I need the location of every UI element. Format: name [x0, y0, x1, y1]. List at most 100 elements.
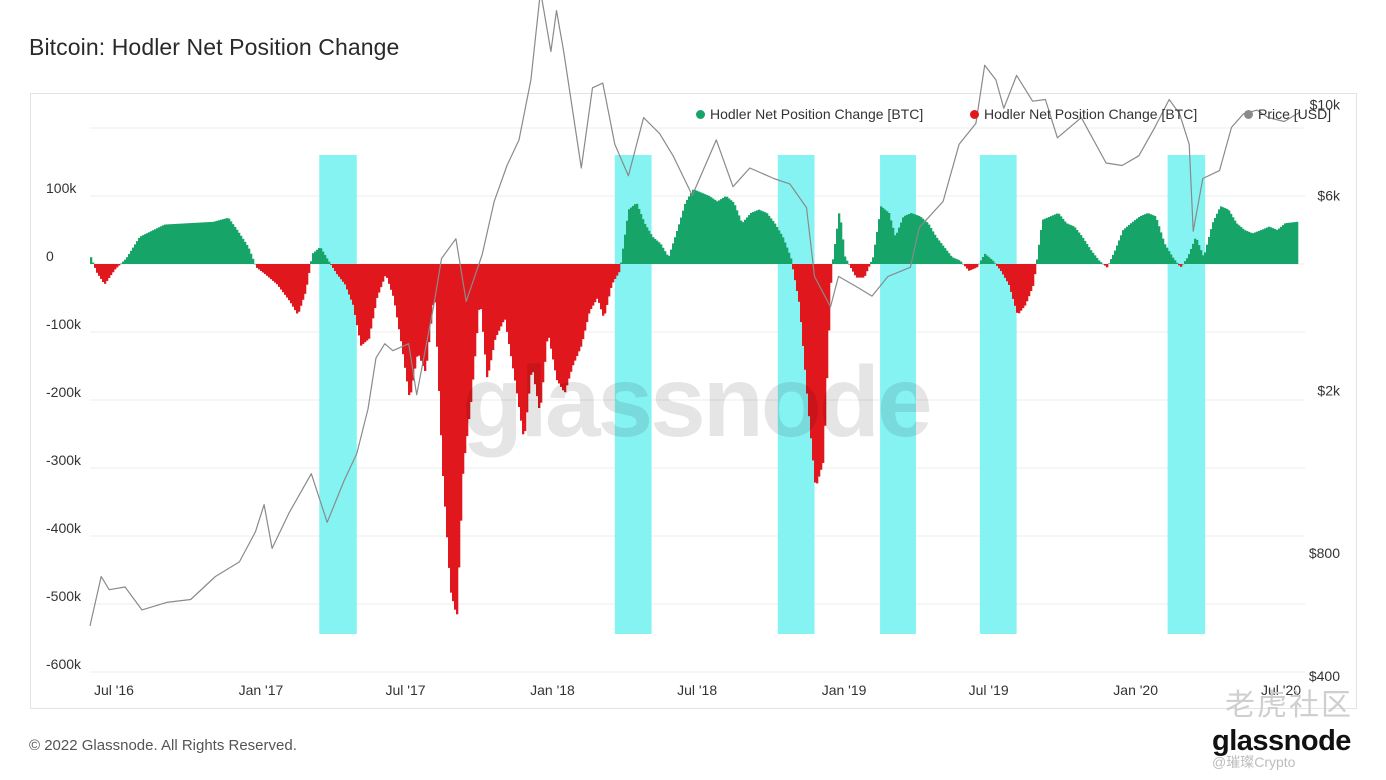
positive-bar	[984, 253, 987, 264]
positive-bar	[1078, 232, 1081, 264]
negative-bar	[264, 264, 267, 275]
positive-bar	[1082, 237, 1085, 264]
positive-bar	[632, 205, 635, 264]
positive-bar	[176, 223, 179, 264]
negative-bar	[116, 264, 119, 268]
negative-bar	[390, 264, 393, 290]
negative-bar	[430, 264, 433, 324]
positive-bar	[1142, 215, 1145, 264]
positive-bar	[174, 223, 177, 264]
negative-bar	[422, 264, 425, 366]
positive-bar	[154, 229, 157, 264]
negative-bar	[1004, 264, 1007, 278]
positive-bar	[170, 224, 173, 264]
positive-bar	[198, 222, 201, 264]
legend-item-price[interactable]: Price [USD]	[1244, 106, 1331, 122]
positive-bar	[738, 215, 741, 264]
positive-bar	[1130, 223, 1133, 264]
positive-bar	[782, 237, 785, 264]
positive-bar	[318, 248, 321, 264]
negative-bar	[1024, 264, 1027, 306]
negative-bar	[972, 264, 975, 270]
positive-bar	[1076, 229, 1079, 264]
positive-bar	[1070, 225, 1073, 264]
positive-bar	[122, 261, 125, 264]
positive-bar	[876, 231, 879, 264]
negative-bar	[428, 264, 431, 343]
positive-bar	[1176, 262, 1179, 264]
negative-bar	[518, 264, 521, 408]
positive-bar	[884, 209, 887, 264]
positive-bar	[740, 220, 743, 264]
positive-bar	[1294, 222, 1297, 264]
negative-bar	[358, 264, 361, 336]
positive-bar	[1134, 220, 1137, 264]
positive-bar	[762, 211, 765, 264]
positive-bar	[962, 263, 965, 265]
community-watermark: 老虎社区	[1225, 689, 1353, 722]
positive-bar	[1276, 229, 1279, 264]
negative-bar	[818, 264, 821, 477]
negative-bar	[812, 264, 815, 461]
negative-bar	[570, 264, 573, 372]
positive-bar	[1092, 252, 1095, 264]
positive-bar	[202, 222, 205, 264]
positive-bar	[1162, 238, 1165, 264]
positive-bar	[1280, 226, 1283, 264]
positive-bar	[646, 227, 649, 264]
negative-bar	[446, 264, 449, 538]
positive-bar	[838, 213, 841, 264]
positive-bar	[776, 226, 779, 264]
positive-bar	[1184, 261, 1187, 264]
net-position-bars	[90, 189, 1299, 615]
negative-bar	[376, 264, 379, 298]
positive-bar	[788, 252, 791, 264]
axis-ticks: 100k 0 -100k -200k -300k -400k -500k -600k $10k $…	[46, 97, 1341, 698]
positive-bar	[1068, 224, 1071, 264]
positive-bar	[324, 255, 327, 264]
positive-bar	[956, 259, 959, 264]
negative-bar	[560, 264, 563, 387]
y-left-tick-label: -600k	[46, 656, 82, 672]
positive-bar	[1248, 231, 1251, 264]
negative-bar	[968, 264, 971, 271]
negative-bar	[1002, 264, 1005, 275]
positive-bar	[836, 228, 839, 264]
positive-bar	[1256, 231, 1259, 264]
negative-bar	[858, 264, 861, 278]
positive-bar	[938, 240, 941, 264]
positive-bar	[1038, 244, 1041, 264]
negative-bar	[374, 264, 377, 309]
negative-bar	[850, 264, 853, 268]
positive-bar	[982, 256, 985, 264]
positive-bar	[1154, 216, 1157, 264]
positive-bar	[930, 228, 933, 264]
positive-bar	[1144, 214, 1147, 264]
negative-bar	[342, 264, 345, 282]
positive-bar	[778, 230, 781, 264]
x-tick-label: Jan '20	[1113, 682, 1158, 698]
legend-item-red[interactable]: Hodler Net Position Change [BTC]	[970, 106, 1197, 122]
negative-bar	[110, 264, 113, 276]
negative-bar	[256, 264, 259, 268]
positive-bar	[1210, 229, 1213, 264]
positive-bar	[1046, 217, 1049, 264]
negative-bar	[266, 264, 269, 276]
negative-bar	[546, 264, 549, 342]
negative-bar	[464, 264, 467, 454]
legend-item-green[interactable]: Hodler Net Position Change [BTC]	[696, 106, 923, 122]
positive-bar	[980, 260, 983, 264]
user-watermark: @璀璨Crypto	[1212, 754, 1296, 770]
negative-bar	[450, 264, 453, 593]
negative-bar	[1026, 264, 1029, 302]
negative-bar	[1020, 264, 1023, 311]
negative-bar	[278, 264, 281, 287]
y-right-tick-label: $2k	[1317, 382, 1341, 398]
negative-bar	[574, 264, 577, 361]
positive-bar	[1116, 245, 1119, 264]
negative-bar	[458, 264, 461, 568]
positive-bar	[1206, 244, 1209, 264]
positive-bar	[1156, 220, 1159, 264]
positive-bar	[1182, 263, 1185, 265]
